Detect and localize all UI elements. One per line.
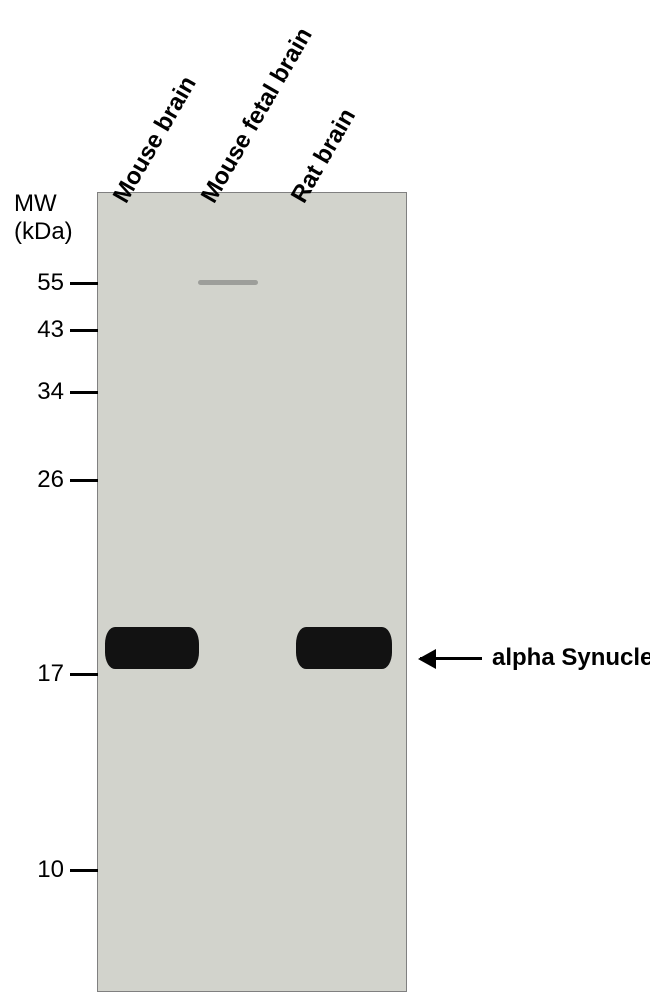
arrow-icon	[420, 657, 482, 660]
band-annotation: alpha Synuclein	[420, 644, 650, 672]
lane-label: Mouse brain	[108, 72, 203, 208]
western-blot-figure: MW (kDa) 554334261710 Mouse brainMouse f…	[0, 0, 650, 1002]
lane-labels: Mouse brainMouse fetal brainRat brain	[0, 0, 650, 1002]
lane-label: Rat brain	[286, 104, 362, 208]
annotation-label: alpha Synuclein	[492, 644, 650, 672]
